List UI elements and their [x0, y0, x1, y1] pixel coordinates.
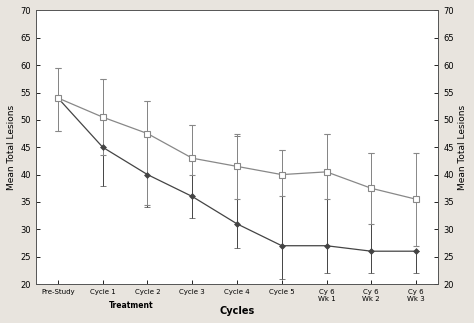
Text: Treatment: Treatment	[109, 301, 154, 310]
Y-axis label: Mean Total Lesions: Mean Total Lesions	[458, 105, 467, 190]
X-axis label: Cycles: Cycles	[219, 306, 255, 316]
Y-axis label: Mean Total Lesions: Mean Total Lesions	[7, 105, 16, 190]
